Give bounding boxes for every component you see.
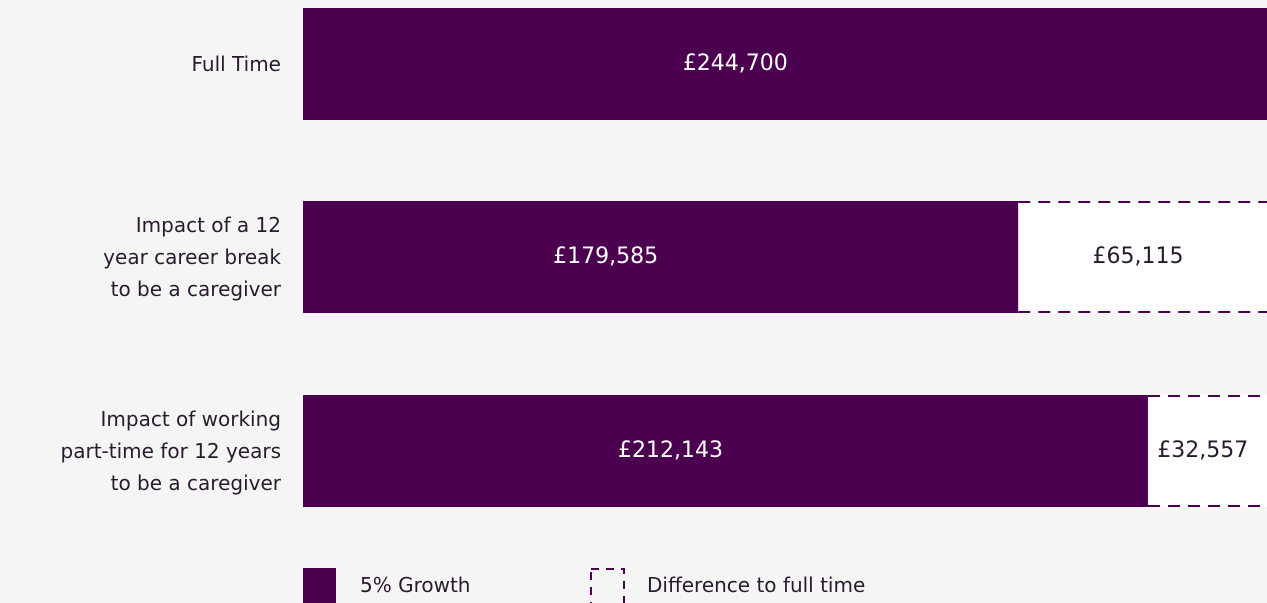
bar-segment	[303, 8, 1267, 120]
value-label: £65,115	[1092, 244, 1183, 269]
value-label: £179,585	[553, 244, 658, 269]
category-label: Full Time	[191, 52, 281, 76]
value-label: £32,557	[1157, 438, 1248, 463]
category-label: Impact of a 12 year career break to be a…	[103, 213, 281, 301]
bar-segment	[303, 395, 1148, 507]
legend-swatch	[590, 568, 625, 603]
legend-label: Difference to full time	[647, 573, 866, 597]
value-label: £212,143	[618, 438, 723, 463]
legend-swatch	[303, 568, 336, 603]
value-label: £244,700	[683, 51, 788, 76]
legend-label: 5% Growth	[360, 573, 471, 597]
bar-segment	[303, 201, 1019, 313]
bar-segment	[1018, 201, 1267, 313]
category-label: Impact of working part-time for 12 years…	[60, 407, 281, 495]
bar-segment	[1147, 395, 1267, 507]
